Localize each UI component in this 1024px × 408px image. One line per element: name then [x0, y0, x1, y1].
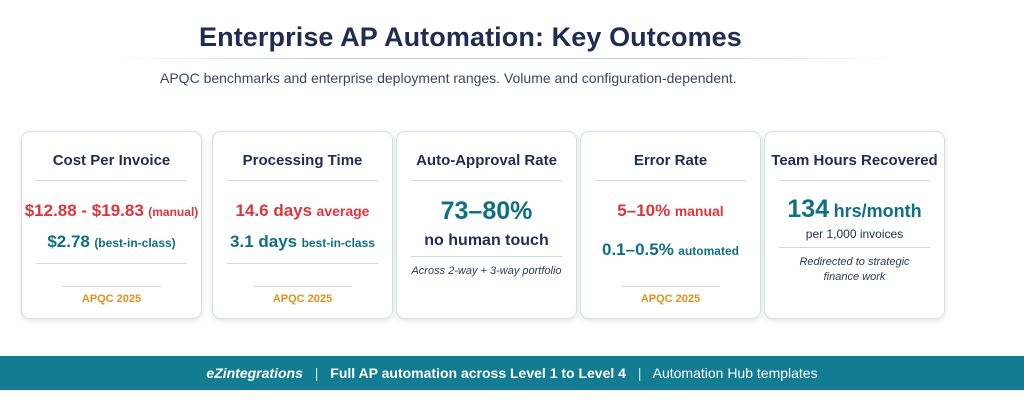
best-cost-value: $2.78 — [47, 232, 90, 251]
card-title: Team Hours Recovered — [771, 152, 938, 169]
average-time-label: average — [316, 203, 370, 219]
source-rule — [253, 286, 352, 287]
manual-cost: $12.88 - $19.83 (manual) — [22, 201, 201, 221]
manual-cost-value: $12.88 - $19.83 — [24, 201, 144, 220]
card-divider — [779, 180, 930, 181]
manual-error: 5–10% manual — [581, 201, 760, 221]
brand-name: eZintegrations — [206, 365, 303, 381]
hours-value: 134 — [787, 195, 830, 223]
hours-note-line2: finance work — [823, 271, 886, 283]
manual-error-value: 5–10% — [617, 201, 671, 220]
best-cost: $2.78 (best-in-class) — [22, 232, 201, 252]
best-time: 3.1 days best-in-class — [213, 232, 392, 252]
automated-error-label: automated — [678, 244, 739, 258]
card-title: Error Rate — [633, 152, 708, 169]
source-rule — [62, 286, 161, 287]
page-subtitle: APQC benchmarks and enterprise deploymen… — [160, 70, 737, 86]
average-time: 14.6 days average — [213, 201, 392, 221]
automated-error: 0.1–0.5% automated — [581, 240, 760, 260]
card-divider — [411, 256, 562, 257]
source-label: APQC 2025 — [81, 293, 142, 305]
hours-headline: 134 hrs/month — [765, 195, 944, 224]
card-divider — [411, 180, 562, 181]
footer-separator: | — [314, 365, 319, 381]
source-label: APQC 2025 — [272, 293, 333, 305]
card-cost-per-invoice: Cost Per Invoice $12.88 - $19.83 (manual… — [21, 131, 202, 319]
manual-cost-label: (manual) — [148, 205, 199, 219]
card-divider — [595, 180, 746, 181]
card-auto-approval: Auto-Approval Rate 73–80% no human touch… — [396, 131, 577, 319]
card-divider — [779, 247, 930, 248]
card-team-hours: Team Hours Recovered 134 hrs/month per 1… — [764, 131, 945, 319]
average-time-value: 14.6 days — [235, 201, 313, 220]
best-time-value: 3.1 days — [230, 232, 298, 251]
best-cost-label: (best-in-class) — [94, 236, 176, 250]
hours-basis: per 1,000 invoices — [805, 227, 904, 241]
approval-note: Across 2-way + 3-way portfolio — [411, 265, 562, 277]
card-processing-time: Processing Time 14.6 days average 3.1 da… — [212, 131, 393, 319]
footer-banner: eZintegrations | Full AP automation acro… — [0, 356, 1024, 390]
card-divider — [227, 263, 378, 264]
footer-tagline: Full AP automation across Level 1 to Lev… — [330, 365, 626, 381]
card-title: Processing Time — [242, 152, 363, 169]
card-divider — [36, 180, 187, 181]
page-title: Enterprise AP Automation: Key Outcomes — [199, 22, 742, 52]
approval-rate-label: no human touch — [424, 232, 549, 249]
footer-templates: Automation Hub templates — [652, 365, 818, 381]
hours-unit: hrs/month — [833, 201, 922, 221]
best-time-label: best-in-class — [301, 236, 375, 250]
footer-text: eZintegrations | Full AP automation acro… — [0, 365, 1024, 381]
title-divider — [110, 58, 900, 59]
card-divider — [36, 263, 187, 264]
card-error-rate: Error Rate 5–10% manual 0.1–0.5% automat… — [580, 131, 761, 319]
hours-note-line1: Redirected to strategic — [799, 256, 910, 268]
footer-separator: | — [637, 365, 642, 381]
approval-rate-value: 73–80% — [440, 197, 533, 225]
automated-error-value: 0.1–0.5% — [602, 240, 674, 259]
card-title: Cost Per Invoice — [52, 152, 171, 169]
card-divider — [227, 180, 378, 181]
source-rule — [621, 286, 720, 287]
card-title: Auto-Approval Rate — [416, 152, 557, 169]
source-label: APQC 2025 — [640, 293, 701, 305]
manual-error-label: manual — [674, 203, 724, 219]
